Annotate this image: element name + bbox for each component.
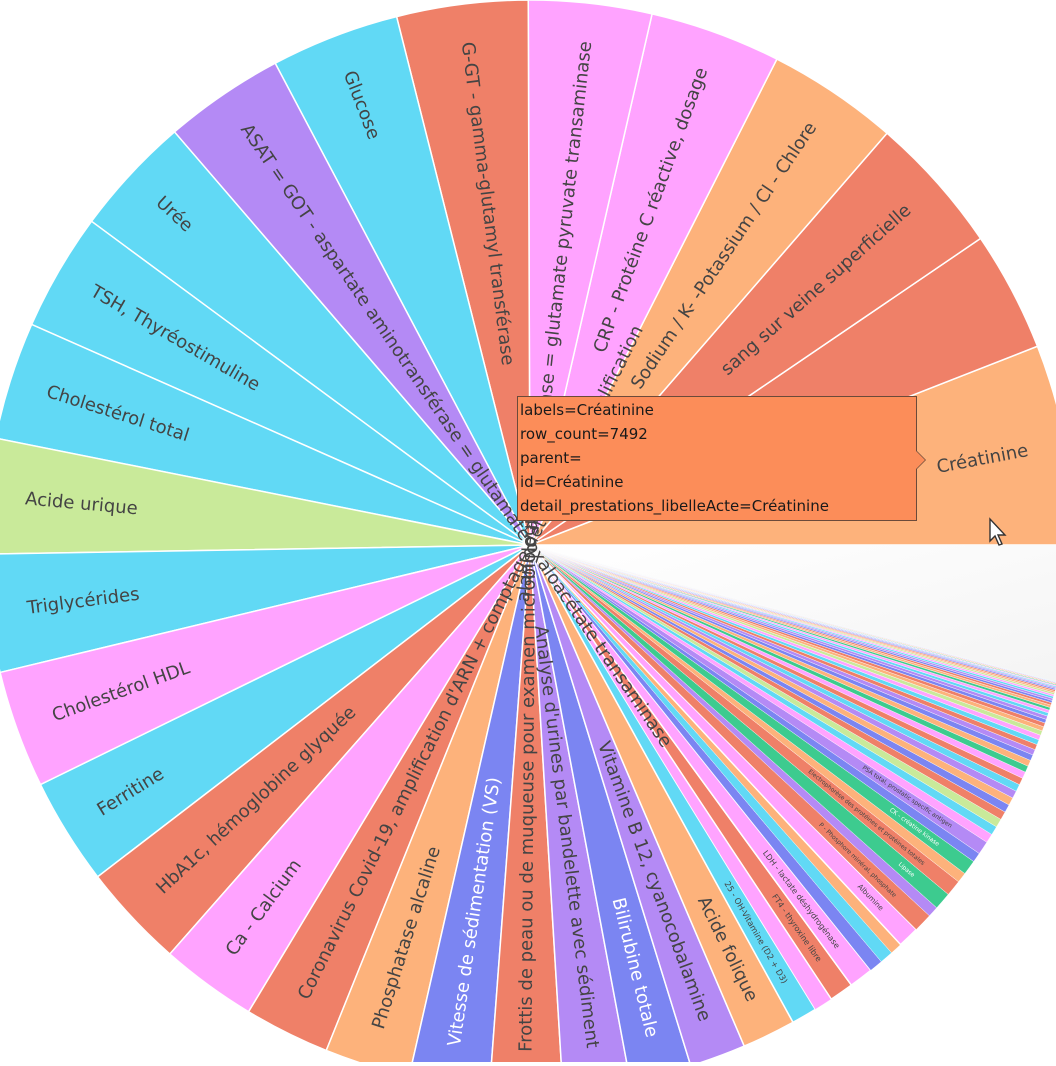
wedge-acide-urique-12[interactable] bbox=[0, 438, 531, 555]
wedge-frottis-de-peau-ou-de-muqueuse-pour-exam-21[interactable] bbox=[490, 544, 563, 1066]
wedge-unlabeled-80[interactable] bbox=[529, 544, 1056, 686]
wedge-unlabeled-85[interactable] bbox=[529, 544, 1056, 683]
tooltip-id-line: id=Créatinine bbox=[520, 473, 624, 491]
wedge-label-frottis-de-peau-ou-de-muqueuse-pour-exam: Frottis de peau ou de muqueuse pour exam… bbox=[515, 485, 540, 1051]
wedge-unlabeled-79[interactable] bbox=[529, 544, 1056, 687]
wedge-analyse-d-urines-par-bandelette-avec-sed-22[interactable] bbox=[529, 544, 630, 1066]
wedge-faded-remainder[interactable] bbox=[530, 545, 1056, 682]
tooltip-row-count-line: row_count=7492 bbox=[520, 425, 648, 443]
tooltip-labels-line: labels=Créatinine bbox=[520, 401, 654, 419]
tooltip-parent-line: parent= bbox=[520, 449, 582, 467]
tooltip-arrow bbox=[916, 451, 925, 469]
tooltip-detail-line: detail_prestations_libelleActe=Créatinin… bbox=[520, 497, 829, 515]
mouse-pointer-icon bbox=[989, 517, 1007, 546]
hover-tooltip: labels=Créatinine row_count=7492 parent=… bbox=[517, 396, 926, 521]
wedge-cholesterol-total-11[interactable] bbox=[0, 323, 531, 546]
